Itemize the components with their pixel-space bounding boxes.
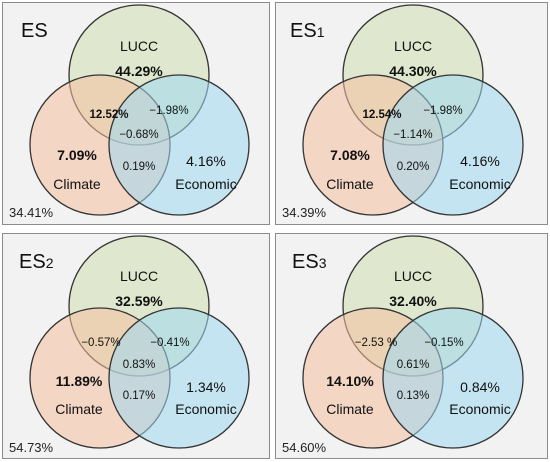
- venn-diagram: ES2 LUCC 32.59% −0.57% −0.41% 0.83% 11.8…: [9, 235, 250, 455]
- climate-label: Climate: [326, 176, 374, 192]
- climate-economic-value: 0.19%: [123, 161, 156, 173]
- economic-only-value: 4.16%: [460, 153, 500, 169]
- lucc-economic-value: −1.98%: [423, 105, 462, 117]
- panel-title: ES3: [292, 251, 327, 273]
- economic-label: Economic: [175, 176, 236, 192]
- lucc-climate-value: −2.53 %: [355, 337, 398, 349]
- residual-value: 54.60%: [282, 440, 327, 455]
- all-three-value: 0.61%: [397, 359, 430, 371]
- lucc-economic-value: −0.41%: [150, 337, 189, 349]
- economic-label: Economic: [449, 176, 510, 192]
- venn-panel-es3: ES3 LUCC 32.40% −2.53 % −0.15% 0.61% 14.…: [275, 233, 548, 459]
- climate-only-value: 7.09%: [57, 147, 97, 163]
- lucc-economic-value: −0.15%: [424, 337, 463, 349]
- venn-panel-es2: ES2 LUCC 32.59% −0.57% −0.41% 0.83% 11.8…: [2, 233, 270, 459]
- all-three-value: 0.83%: [123, 359, 156, 371]
- lucc-label: LUCC: [394, 268, 432, 284]
- lucc-label: LUCC: [394, 38, 432, 54]
- lucc-only-value: 44.29%: [115, 63, 163, 79]
- economic-circle: [108, 74, 250, 216]
- lucc-economic-value: −1.98%: [149, 105, 188, 117]
- climate-only-value: 7.08%: [330, 147, 370, 163]
- climate-label: Climate: [53, 176, 101, 192]
- venn-diagram: ES3 LUCC 32.40% −2.53 % −0.15% 0.61% 14.…: [282, 235, 524, 455]
- climate-economic-value: 0.13%: [397, 390, 430, 402]
- climate-economic-value: 0.17%: [123, 390, 156, 402]
- economic-label: Economic: [175, 401, 236, 417]
- venn-diagram: ES LUCC 44.29% 12.52% −1.98% −0.68% 7.09…: [9, 4, 250, 220]
- lucc-only-value: 44.30%: [389, 63, 437, 79]
- lucc-climate-value: 12.54%: [362, 109, 401, 121]
- lucc-only-value: 32.59%: [115, 293, 163, 309]
- economic-circle: [382, 74, 524, 216]
- economic-circle: [382, 307, 524, 449]
- economic-only-value: 0.84%: [460, 379, 500, 395]
- panel-title: ES2: [19, 251, 54, 273]
- economic-circle: [108, 307, 250, 449]
- climate-label: Climate: [326, 401, 374, 417]
- residual-value: 34.39%: [282, 205, 327, 220]
- residual-value: 34.41%: [9, 205, 54, 220]
- economic-label: Economic: [449, 401, 510, 417]
- lucc-only-value: 32.40%: [389, 293, 437, 309]
- climate-economic-value: 0.20%: [397, 161, 430, 173]
- venn-panel-es1: ES1 LUCC 44.30% 12.54% −1.98% −1.14% 7.0…: [275, 2, 548, 225]
- venn-diagram: ES1 LUCC 44.30% 12.54% −1.98% −1.14% 7.0…: [282, 4, 524, 220]
- all-three-value: −0.68%: [119, 129, 158, 141]
- lucc-climate-value: −0.57%: [81, 337, 120, 349]
- climate-label: Climate: [55, 401, 103, 417]
- lucc-climate-value: 12.52%: [89, 109, 128, 121]
- lucc-label: LUCC: [120, 268, 158, 284]
- residual-value: 54.73%: [9, 440, 54, 455]
- panel-title: ES: [21, 20, 48, 42]
- lucc-label: LUCC: [120, 38, 158, 54]
- all-three-value: −1.14%: [393, 129, 432, 141]
- economic-only-value: 1.34%: [186, 379, 226, 395]
- economic-only-value: 4.16%: [186, 153, 226, 169]
- climate-only-value: 11.89%: [56, 373, 103, 389]
- climate-only-value: 14.10%: [326, 373, 374, 389]
- venn-panel-es: ES LUCC 44.29% 12.52% −1.98% −0.68% 7.09…: [2, 2, 270, 225]
- panel-title: ES1: [290, 20, 325, 42]
